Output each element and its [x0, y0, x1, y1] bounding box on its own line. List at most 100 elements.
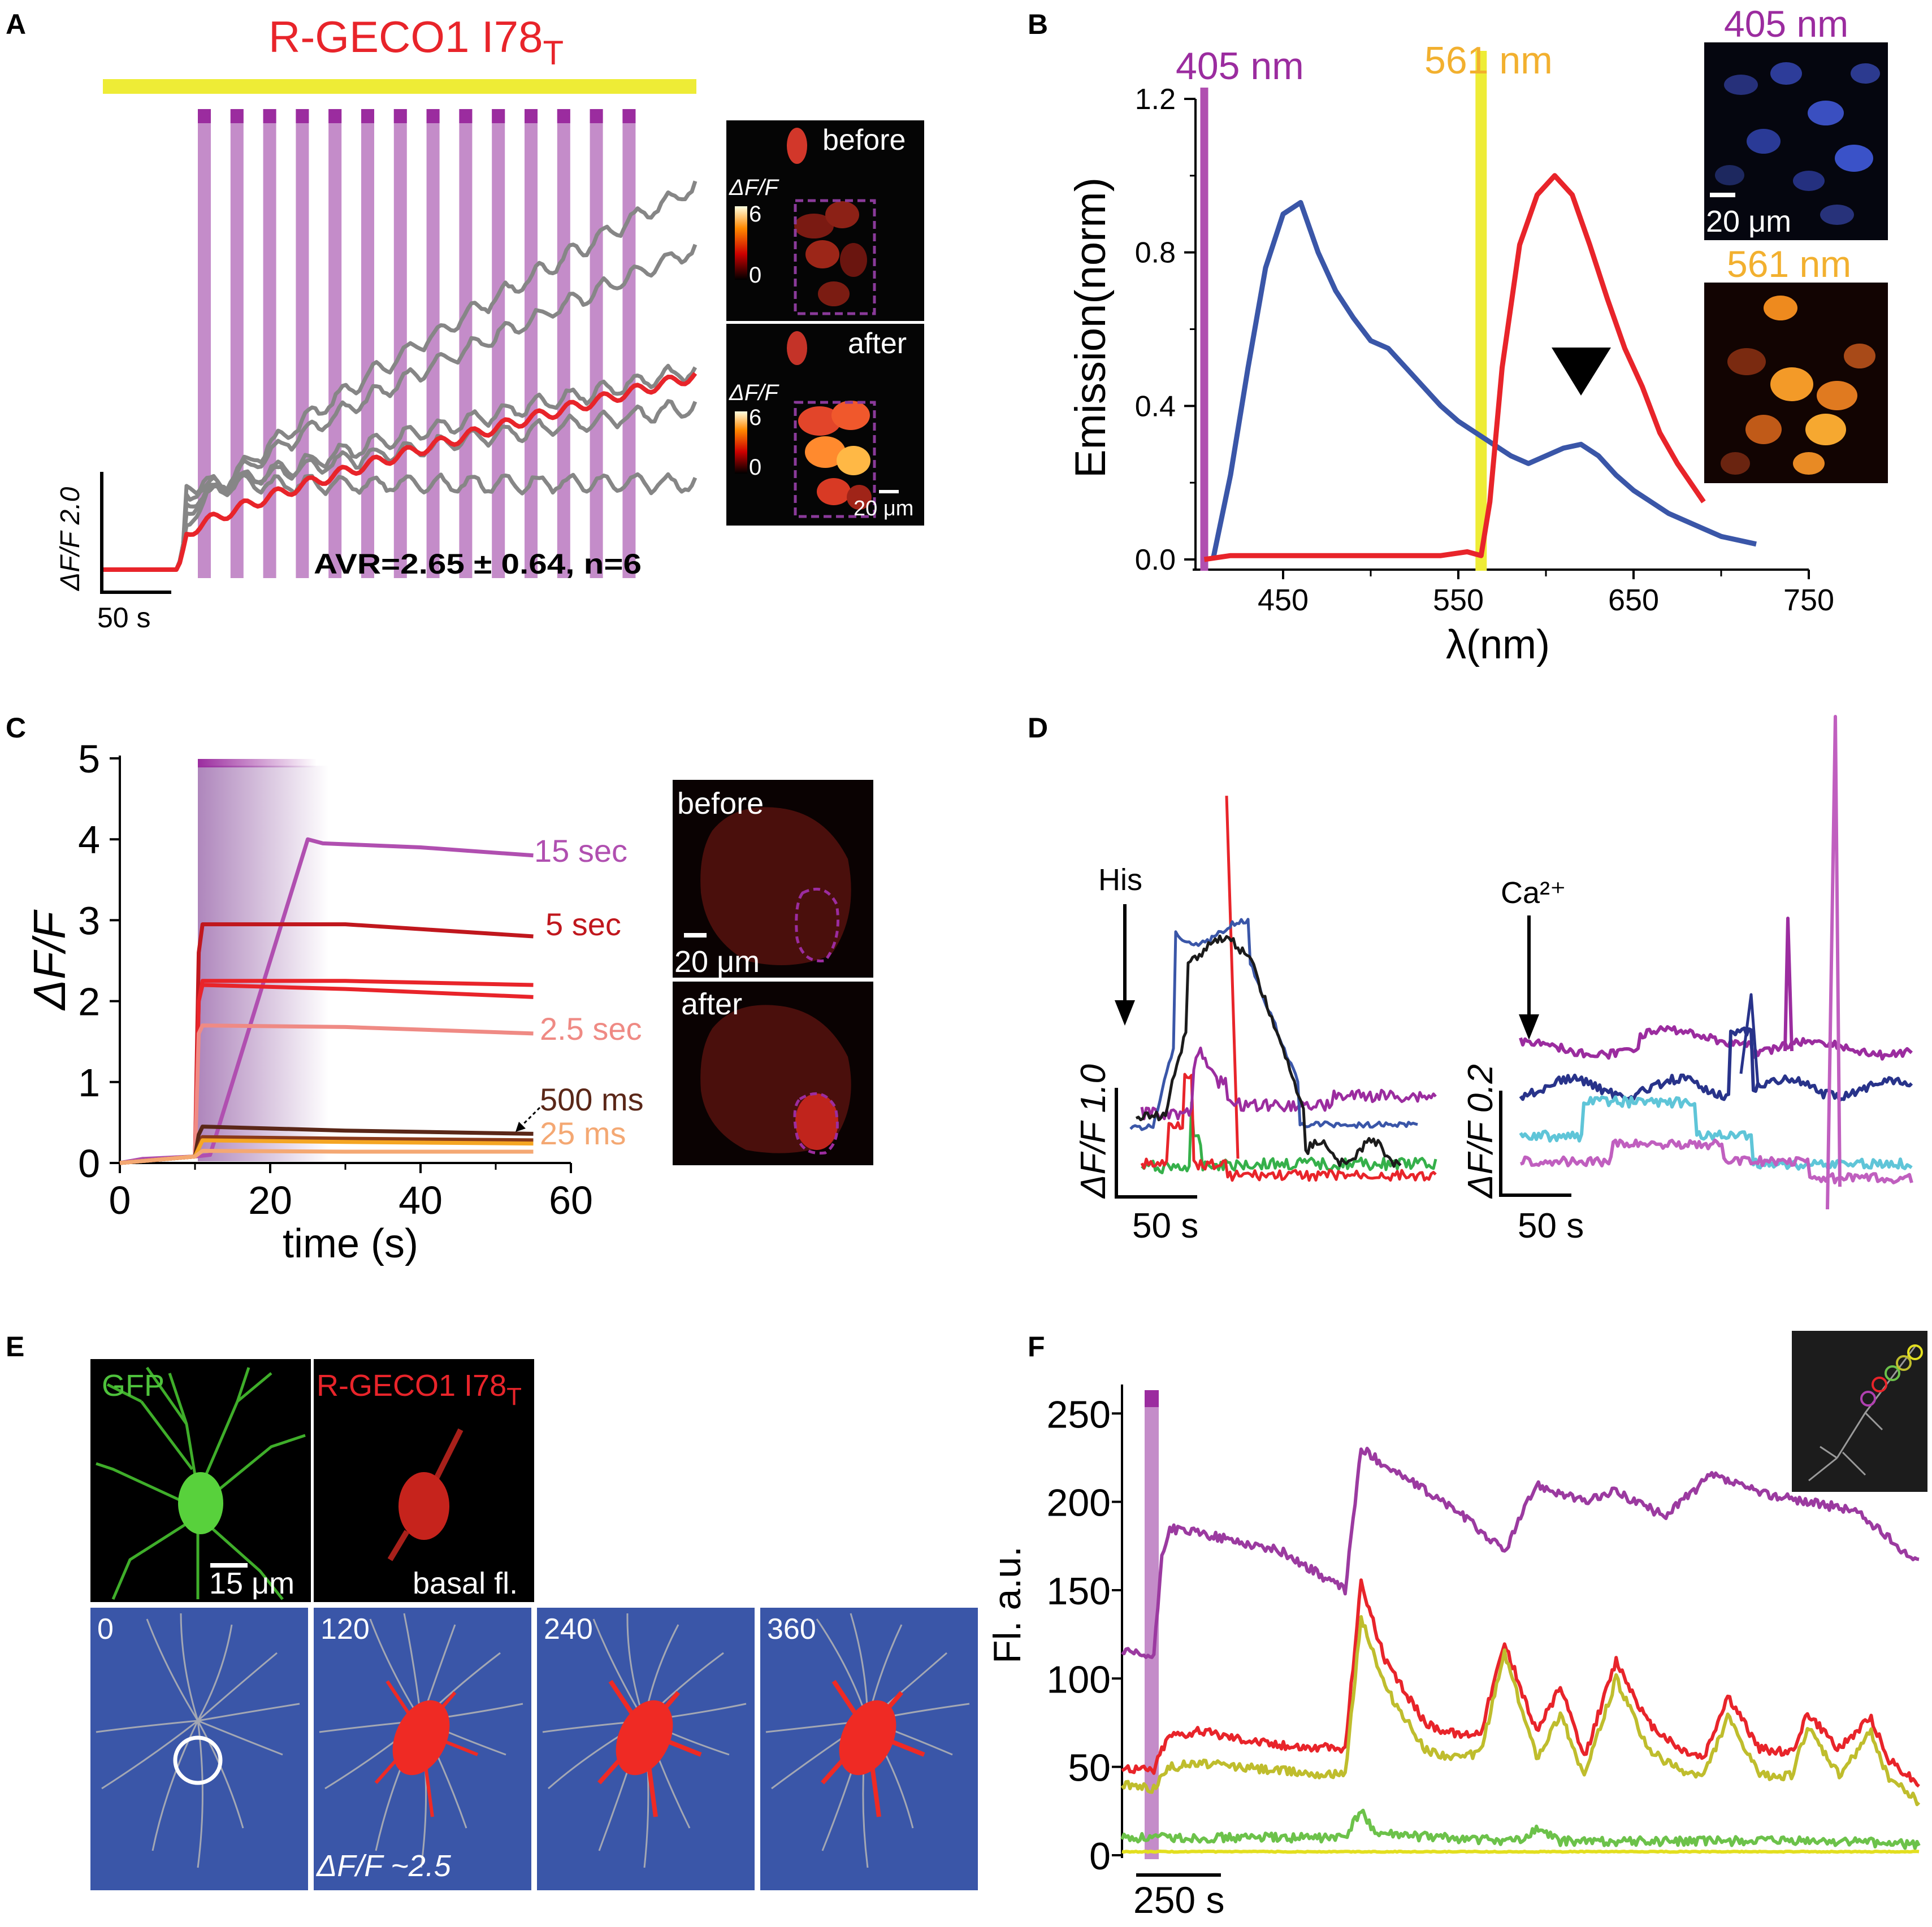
panel-a-cells-before	[794, 201, 867, 306]
panel-a-colorbar-2	[735, 411, 747, 474]
panel-a-stim-bar	[361, 109, 374, 578]
panel-a-stim-bar	[557, 109, 570, 578]
panel-b-series-red	[1203, 173, 1706, 562]
panel-d-spike-pink	[1826, 715, 1842, 1210]
panel-a-cell	[787, 331, 807, 365]
panel-d-trace-green	[1141, 1101, 1437, 1174]
panel-f-series-olive	[1120, 1615, 1921, 1807]
panel-d-arrow1-head	[1115, 1000, 1135, 1026]
panel-d-spike-purple	[1783, 917, 1794, 1052]
panel-a-trace-cell	[102, 363, 698, 572]
panel-e-frame-label: 120	[320, 1613, 370, 1646]
panel-b-y-tick-label: 1.2	[1135, 83, 1176, 116]
panel-c-x-label: time (s)	[283, 1221, 418, 1266]
panel-e-frame	[90, 1608, 308, 1890]
panel-a-trace-cell	[102, 180, 698, 572]
panel-d-trace-purple	[1140, 1047, 1437, 1121]
panel-e-dendrite	[197, 1703, 300, 1722]
panel-d-trace-cyan	[1519, 1095, 1913, 1171]
panel-a-trace-cell	[102, 472, 698, 572]
panel-c-x-tick-label: 0	[109, 1178, 131, 1222]
panel-f: 0 50 100 150 200 250 Fl. a.u. 250 s	[986, 1331, 1927, 1921]
panel-f-series-purple	[1121, 1447, 1920, 1659]
panel-e-dendrite	[197, 1652, 278, 1722]
panel-e-rgeco-label-sub: T	[506, 1383, 522, 1410]
panel-c-x-tick-label: 60	[549, 1178, 593, 1222]
panel-e-soma-gfp	[178, 1472, 223, 1534]
panel-a-stim-cap	[492, 109, 505, 123]
panel-a-stim-cap	[622, 109, 636, 123]
panel-e-neuron-rgeco	[387, 1428, 463, 1561]
panel-b-x-label: λ(nm)	[1446, 622, 1550, 667]
panel-a-stim-cap	[590, 109, 603, 123]
panel-f-y-tick-label: 250	[1047, 1393, 1111, 1436]
panel-c-x-tick-label: 20	[248, 1178, 292, 1222]
panel-a-stim-cap	[263, 109, 276, 123]
panel-b-y-label: Emission(norm)	[1067, 177, 1115, 478]
panel-c-y-tick-label: 3	[78, 899, 100, 943]
panel-e-dendrite	[180, 1613, 199, 1721]
panel-a-colorbar	[735, 206, 747, 280]
panel-a-stim-bars	[198, 109, 636, 578]
panel-f-series-red	[1121, 1578, 1920, 1788]
panel-a-stim-bar	[426, 109, 440, 578]
panel-a-yellow-bar	[103, 79, 696, 94]
panel-d-scale1-x-label: 50 s	[1132, 1206, 1198, 1245]
panel-b-img-561-cells	[1721, 296, 1875, 475]
panel-a-roi-before	[794, 199, 876, 315]
panel-b-x-tick-label: 450	[1258, 583, 1309, 617]
panel-a-scale-y-label: ΔF/F 2.0	[55, 487, 85, 591]
panel-a-stim-cap	[328, 109, 342, 123]
panel-a-traces	[102, 180, 698, 572]
panel-d-scale2-y-label: ΔF/F 0.2	[1461, 1064, 1500, 1199]
panel-f-series-yellow	[1121, 1850, 1920, 1854]
panel-d-arrow2-label: Ca²⁺	[1501, 876, 1566, 910]
panel-c-y-tick-label: 1	[78, 1061, 100, 1105]
panel-a-title-sub: T	[543, 34, 564, 72]
panel-a-roi-after	[794, 401, 876, 518]
panel-a-stim-bar	[198, 109, 211, 578]
panel-b: 0.0 0.4 0.8 1.2 450 550 650 750 λ(nm) Emission(no…	[1067, 3, 1888, 667]
panel-d: His Ca²⁺ ΔF/F 1.0 50 s ΔF/F 0.2 50 s	[1074, 715, 1913, 1245]
panel-b-laser-561	[1475, 51, 1487, 571]
panel-e-active-soma	[616, 1700, 673, 1776]
panel-e-dendrite	[96, 1720, 198, 1733]
panel-f-scale-x-label: 250 s	[1133, 1879, 1224, 1921]
panel-a-img-scalebar-label: 20 μm	[854, 497, 913, 520]
panel-e-active-soma	[839, 1700, 896, 1776]
panel-c-roi-after	[793, 1092, 839, 1155]
panel-b-img-scalebar-label: 20 μm	[1706, 205, 1791, 238]
panel-e-dendrite	[197, 1720, 244, 1829]
panel-d-trace-black	[1135, 934, 1402, 1168]
panel-b-x-tick-label: 750	[1783, 583, 1834, 617]
panel-a-cell	[787, 128, 807, 164]
panel-a-before-label: before	[822, 124, 906, 157]
panel-a-stim-cap	[557, 109, 570, 123]
panel-label-b: B	[1028, 8, 1048, 40]
panel-f-y-tick-label: 100	[1047, 1658, 1111, 1701]
panel-e-scalebar-label: 15 μm	[209, 1566, 294, 1600]
panel-d-scale2-x-label: 50 s	[1518, 1206, 1584, 1245]
panel-label-a: A	[6, 8, 26, 40]
panel-c: 0 1 2 3 4 5 0 20 40 60 time (s) ΔF/F 15 sec 5 sec 2.5 …	[24, 737, 873, 1266]
panel-f-inset-roi	[1896, 1355, 1912, 1371]
panel-c-roi-before	[795, 887, 839, 962]
panel-a-stim-cap	[361, 109, 374, 123]
panel-b-series-blue	[1210, 199, 1757, 560]
panel-e-frame-label: 360	[767, 1613, 816, 1646]
panel-c-before-label: before	[677, 787, 764, 821]
panel-c-y-label: ΔF/F	[24, 909, 75, 1011]
panel-b-x-tick-label: 650	[1608, 583, 1659, 617]
panel-f-y-tick-label: 200	[1047, 1482, 1111, 1525]
panel-e-basal-label: basal fl.	[413, 1566, 518, 1600]
panel-e-active-soma	[392, 1700, 450, 1776]
panel-b-plot: 0.0 0.4 0.8 1.2 450 550 650 750 λ(nm) Emission(no…	[1067, 51, 1834, 667]
panel-label-e: E	[6, 1331, 24, 1362]
panel-a-stim-bar	[393, 109, 407, 578]
panel-e-rgeco-label: R-GECO1 I78T	[317, 1369, 522, 1410]
panel-a-cbar-title: ΔF/F	[729, 175, 779, 200]
panel-c-series-label: 5 sec	[545, 906, 621, 942]
panel-a-cbar-title-2: ΔF/F	[729, 380, 779, 405]
panel-e-frame-label: 0	[97, 1613, 114, 1646]
panel-f-y-tick-label: 0	[1089, 1835, 1111, 1878]
